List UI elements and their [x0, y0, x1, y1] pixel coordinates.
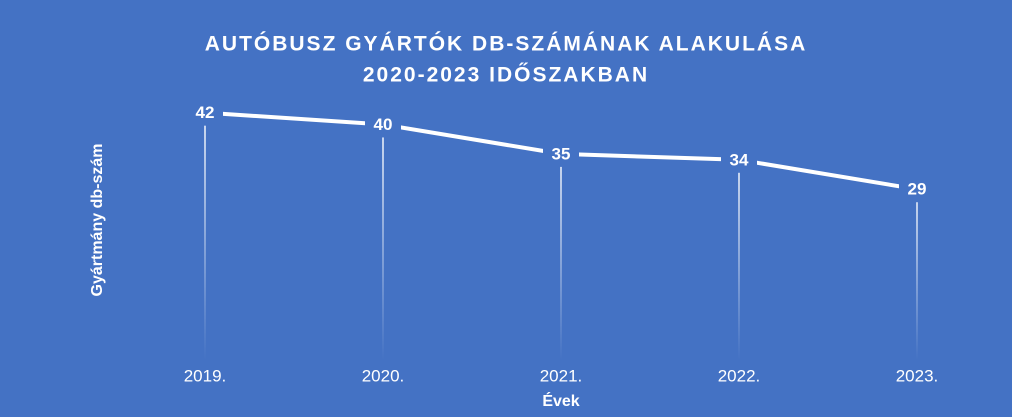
y-axis-label: Gyártmány db-szám	[89, 144, 106, 297]
drop-line	[382, 124, 384, 360]
data-label: 40	[374, 115, 393, 134]
drop-line	[204, 112, 206, 361]
drop-line	[738, 159, 740, 360]
drop-line	[560, 153, 562, 360]
chart-title: 2020-2023 IDŐSZAKBAN	[363, 64, 649, 87]
x-axis-label: Évek	[542, 391, 579, 410]
data-label-box	[721, 146, 757, 173]
data-label-box	[187, 99, 223, 126]
data-label: 35	[552, 144, 571, 163]
chart-title: AUTÓBUSZ GYÁRTÓK DB-SZÁMÁNAK ALAKULÁSA	[205, 32, 808, 56]
x-tick-label: 2022.	[718, 366, 761, 385]
x-tick-label: 2021.	[540, 366, 583, 385]
x-tick-label: 2023.	[896, 366, 939, 385]
data-label: 29	[908, 180, 927, 199]
data-label-box	[899, 176, 935, 203]
data-label-box	[543, 140, 579, 167]
x-tick-label: 2020.	[362, 366, 405, 385]
data-label: 42	[196, 103, 215, 122]
x-tick-label: 2019.	[184, 366, 227, 385]
drop-line	[916, 189, 918, 360]
data-label: 34	[730, 150, 749, 169]
data-label-box	[365, 111, 401, 138]
